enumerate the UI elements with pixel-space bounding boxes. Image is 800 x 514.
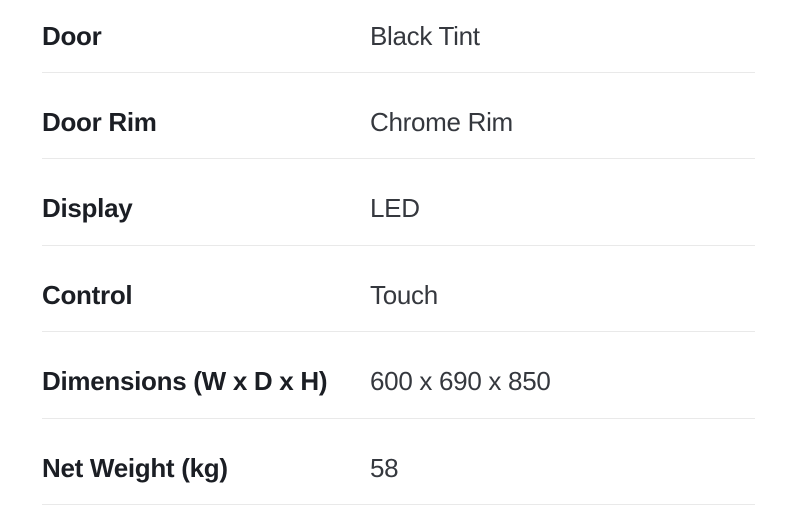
spec-label: Display: [42, 193, 133, 223]
spec-row-net-weight: Net Weight (kg) 58: [42, 419, 755, 505]
spec-row-display: Display LED: [42, 159, 755, 246]
spec-row-dimensions: Dimensions (W x D x H) 600 x 690 x 850: [42, 332, 755, 419]
spec-value: LED: [370, 193, 420, 223]
spec-table: Door Black Tint Door Rim Chrome Rim Disp…: [42, 0, 755, 505]
spec-label: Dimensions (W x D x H): [42, 366, 328, 396]
spec-value: Chrome Rim: [370, 106, 513, 137]
spec-label: Door: [42, 21, 102, 51]
spec-label: Control: [42, 279, 133, 310]
spec-value: 58: [370, 452, 399, 483]
spec-label: Door Rim: [42, 106, 157, 137]
spec-row-door-rim: Door Rim Chrome Rim: [42, 73, 755, 159]
spec-row-door: Door Black Tint: [42, 0, 755, 73]
spec-value: Touch: [370, 279, 438, 310]
spec-value: 600 x 690 x 850: [370, 366, 551, 396]
spec-label: Net Weight (kg): [42, 452, 228, 483]
spec-value: Black Tint: [370, 21, 480, 51]
spec-row-control: Control Touch: [42, 246, 755, 332]
